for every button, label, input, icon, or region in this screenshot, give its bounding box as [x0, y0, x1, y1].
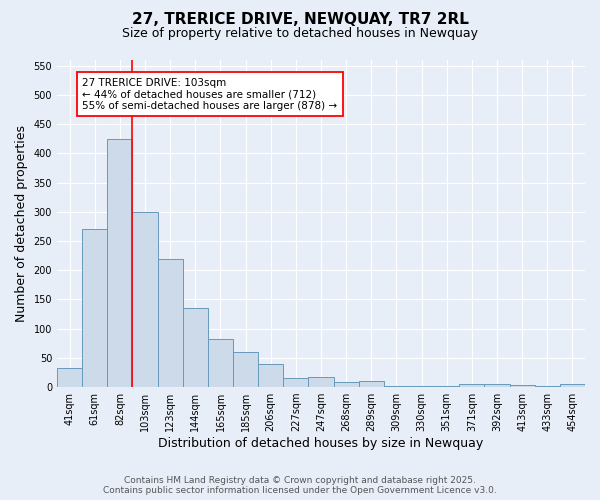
- Bar: [459, 384, 484, 387]
- Bar: [208, 339, 233, 387]
- Bar: [434, 386, 459, 387]
- Bar: [484, 384, 509, 387]
- Bar: [308, 376, 334, 387]
- Text: 27, TRERICE DRIVE, NEWQUAY, TR7 2RL: 27, TRERICE DRIVE, NEWQUAY, TR7 2RL: [131, 12, 469, 28]
- Text: Contains HM Land Registry data © Crown copyright and database right 2025.
Contai: Contains HM Land Registry data © Crown c…: [103, 476, 497, 495]
- Bar: [560, 384, 585, 387]
- Bar: [233, 352, 258, 387]
- Text: 27 TRERICE DRIVE: 103sqm
← 44% of detached houses are smaller (712)
55% of semi-: 27 TRERICE DRIVE: 103sqm ← 44% of detach…: [82, 78, 337, 110]
- Bar: [535, 386, 560, 387]
- X-axis label: Distribution of detached houses by size in Newquay: Distribution of detached houses by size …: [158, 437, 484, 450]
- Bar: [283, 378, 308, 387]
- Bar: [258, 364, 283, 387]
- Text: Size of property relative to detached houses in Newquay: Size of property relative to detached ho…: [122, 28, 478, 40]
- Bar: [183, 308, 208, 387]
- Bar: [359, 381, 384, 387]
- Bar: [133, 212, 158, 387]
- Bar: [158, 258, 183, 387]
- Bar: [384, 386, 409, 387]
- Bar: [82, 230, 107, 387]
- Y-axis label: Number of detached properties: Number of detached properties: [15, 125, 28, 322]
- Bar: [509, 386, 535, 387]
- Bar: [57, 368, 82, 387]
- Bar: [409, 386, 434, 387]
- Bar: [107, 139, 133, 387]
- Bar: [334, 382, 359, 387]
